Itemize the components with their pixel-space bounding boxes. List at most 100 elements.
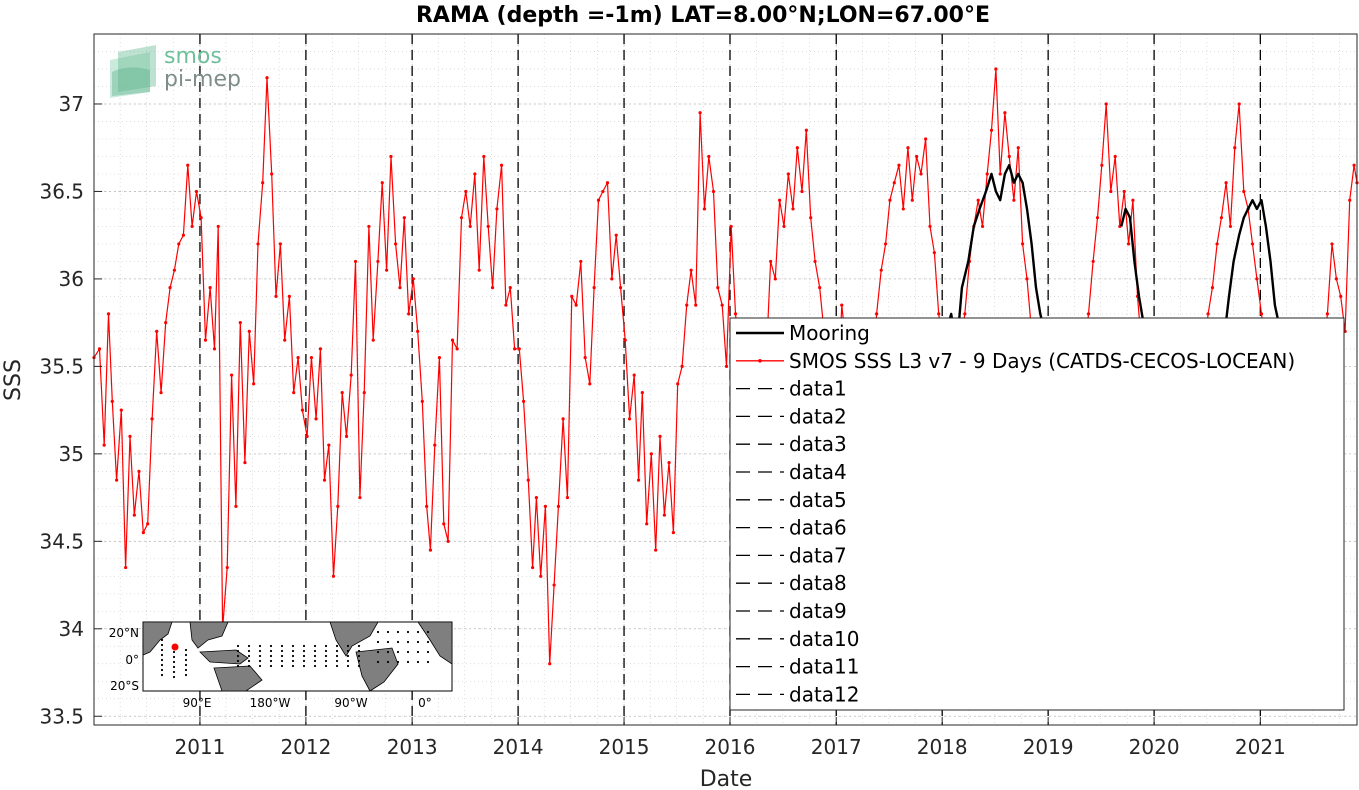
- smos-data-point: [256, 242, 260, 246]
- smos-data-point: [380, 181, 384, 185]
- smos-data-point: [1259, 312, 1264, 316]
- smos-data-point: [340, 391, 344, 395]
- inset-mooring-dot: [406, 650, 410, 654]
- legend-label: data3: [789, 432, 847, 456]
- inset-mooring-dot: [386, 640, 390, 644]
- inset-mooring-dot: [346, 654, 350, 658]
- inset-mooring-dot: [236, 649, 240, 653]
- smos-data-point: [1352, 163, 1356, 167]
- smos-data-point: [247, 329, 251, 333]
- smos-data-point: [1126, 242, 1131, 246]
- smos-data-point: [874, 312, 879, 316]
- inset-land: [142, 621, 453, 692]
- smos-data-point: [610, 277, 614, 281]
- smos-data-point: [181, 233, 186, 237]
- legend-label: data10: [789, 627, 860, 651]
- inset-lat-label: 20°N: [109, 626, 139, 640]
- smos-data-point: [791, 207, 795, 211]
- smos-data-point: [689, 268, 693, 272]
- smos-data-point: [888, 198, 892, 202]
- smos-data-point: [504, 303, 508, 307]
- smos-data-point: [522, 399, 526, 403]
- inset-mooring-dot: [258, 659, 262, 663]
- inset-mooring-dot: [406, 640, 410, 644]
- inset-mooring-dot: [291, 664, 295, 668]
- x-tick-label: 2018: [917, 735, 968, 759]
- inset-mooring-dot: [346, 664, 350, 668]
- smos-data-point: [186, 163, 190, 167]
- x-tick-label: 2017: [811, 735, 862, 759]
- inset-lon-label: 90°W: [334, 696, 367, 710]
- smos-data-point: [782, 224, 786, 229]
- smos-data-point: [1250, 242, 1255, 246]
- inset-lon-label: 0°: [418, 696, 432, 710]
- smos-data-point: [212, 347, 217, 351]
- smos-data-point: [932, 251, 936, 255]
- smos-data-point: [1206, 312, 1210, 316]
- mooring-series-line: [1120, 207, 1145, 323]
- smos-data-point: [331, 574, 336, 578]
- smos-data-point: [270, 172, 274, 176]
- smos-data-point: [1100, 163, 1104, 167]
- smos-data-point: [110, 399, 114, 403]
- smos-data-point: [924, 137, 928, 141]
- smos-data-point: [407, 312, 411, 316]
- smos-data-point: [662, 513, 666, 517]
- smos-data-point: [1091, 259, 1095, 264]
- smos-data-point: [985, 172, 989, 176]
- smos-data-point: [654, 548, 658, 552]
- inset-mooring-dot: [160, 663, 164, 667]
- inset-mooring-dot: [247, 664, 251, 668]
- smos-data-point: [840, 303, 844, 307]
- smos-data-point: [623, 338, 627, 342]
- inset-mooring-dot: [346, 644, 350, 648]
- legend-label: data2: [789, 404, 847, 428]
- smos-data-point: [531, 565, 535, 570]
- smos-data-point: [283, 338, 287, 342]
- legend-label: data1: [789, 377, 847, 401]
- logo-waves-icon: [110, 45, 156, 98]
- smos-data-point: [879, 268, 883, 272]
- inset-mooring-dot: [258, 664, 262, 668]
- legend-label: data9: [789, 599, 847, 623]
- smos-data-point: [495, 207, 499, 211]
- legend-label: Mooring: [789, 321, 870, 345]
- smos-data-point: [1215, 242, 1219, 246]
- inset-mooring-dot: [236, 659, 240, 663]
- smos-data-point: [119, 408, 123, 412]
- smos-data-point: [804, 128, 808, 132]
- inset-mooring-dot: [269, 649, 273, 653]
- inset-mooring-dot: [396, 660, 400, 664]
- smos-data-point: [702, 207, 707, 211]
- smos-data-point: [818, 286, 822, 290]
- smos-data-point: [720, 303, 724, 307]
- smos-data-point: [468, 224, 472, 229]
- smos-data-point: [1233, 146, 1237, 150]
- smos-data-point: [1325, 312, 1329, 316]
- inset-mooring-dot: [386, 650, 390, 654]
- inset-mooring-dot: [160, 643, 164, 647]
- smos-data-point: [420, 399, 424, 403]
- inset-mooring-dot: [357, 654, 361, 658]
- inset-mooring-dot: [426, 630, 430, 634]
- smos-data-point: [128, 434, 132, 438]
- y-tick-label: 34.5: [39, 529, 84, 553]
- inset-mooring-dot: [357, 664, 361, 668]
- inset-mooring-dot: [247, 659, 251, 663]
- smos-data-point: [164, 321, 168, 325]
- inset-mooring-dot: [280, 664, 284, 668]
- smos-data-point: [1104, 102, 1108, 106]
- inset-mooring-dot: [386, 630, 390, 634]
- inset-mooring-dot: [269, 644, 273, 648]
- smos-data-point: [1237, 102, 1241, 106]
- smos-data-point: [141, 530, 145, 535]
- logo-line-1: smos: [164, 44, 222, 69]
- smos-data-point: [769, 259, 773, 264]
- legend-label: data5: [789, 488, 847, 512]
- smos-data-point: [1348, 198, 1352, 202]
- smos-data-point: [596, 198, 601, 202]
- inset-mooring-dot: [396, 630, 400, 634]
- inset-mooring-dot: [416, 660, 420, 664]
- smos-data-point: [583, 356, 587, 360]
- inset-mooring-dot: [280, 659, 284, 663]
